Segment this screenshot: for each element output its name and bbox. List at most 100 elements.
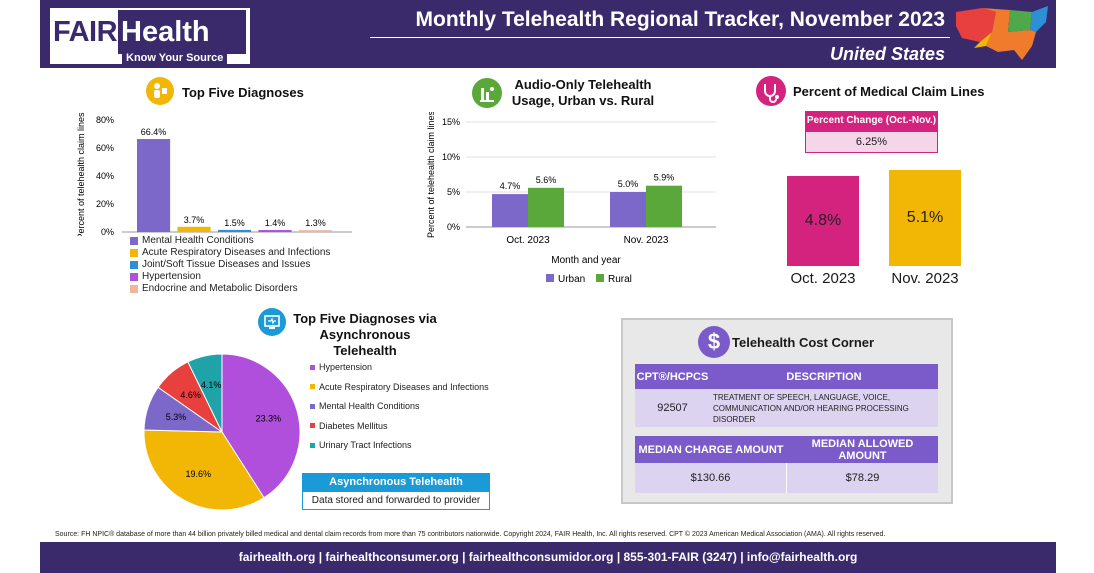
legend-label: Rural bbox=[608, 274, 632, 285]
legend-item: Acute Respiratory Diseases and Infection… bbox=[130, 247, 330, 258]
audio-only-title: Audio-Only Telehealth Usage, Urban vs. R… bbox=[511, 77, 655, 108]
bar bbox=[177, 226, 211, 232]
percent-medical-title: Percent of Medical Claim Lines bbox=[793, 84, 985, 99]
cpt-description: TREATMENT OF SPEECH, LANGUAGE, VOICE, CO… bbox=[710, 389, 938, 427]
data-label: 1.3% bbox=[305, 218, 326, 228]
y-tick-label: 80% bbox=[96, 115, 114, 125]
legend-item: Urinary Tract Infections bbox=[310, 440, 412, 450]
legend-swatch bbox=[310, 364, 315, 370]
legend-swatch bbox=[310, 423, 315, 428]
audio-only-icon bbox=[472, 78, 502, 108]
dollar-icon: $ bbox=[698, 326, 730, 358]
us-map-icon bbox=[956, 6, 1048, 60]
cpt-header: CPT®/HCPCS bbox=[635, 364, 710, 389]
bar: 5.1% bbox=[889, 170, 961, 266]
legend-swatch bbox=[130, 248, 138, 257]
async-telehealth-icon bbox=[258, 308, 286, 336]
page-title: Monthly Telehealth Regional Tracker, Nov… bbox=[415, 8, 945, 31]
bar: 4.8% bbox=[787, 175, 859, 266]
percent-change-value: 6.25% bbox=[805, 131, 938, 153]
async-box-text: Data stored and forwarded to provider bbox=[302, 491, 490, 510]
pie-slice bbox=[143, 429, 265, 511]
percent-change-header: Percent Change (Oct.-Nov.) bbox=[805, 111, 938, 131]
legend-label: Mental Health Conditions bbox=[142, 235, 254, 246]
diagnoses-icon bbox=[146, 77, 174, 105]
logo-fair-text: FAIR bbox=[53, 16, 118, 48]
y-tick-label: 0% bbox=[101, 227, 114, 236]
legend-swatch bbox=[310, 384, 315, 389]
data-label: 5.3% bbox=[166, 412, 187, 422]
data-label: 1.5% bbox=[224, 218, 245, 228]
cpt-code: 92507 bbox=[635, 389, 710, 427]
bar bbox=[528, 187, 564, 227]
y-axis-label: Percent of telehealth claim lines bbox=[76, 112, 86, 236]
source-note: Source: FH NPIC® database of more than 4… bbox=[55, 531, 886, 538]
async-diagnoses-title: Top Five Diagnoses via Asynchronous Tele… bbox=[293, 311, 437, 358]
x-tick-label: Oct. 2023 bbox=[790, 270, 856, 287]
bar bbox=[492, 194, 528, 227]
legend-label: Joint/Soft Tissue Diseases and Issues bbox=[142, 259, 311, 270]
legend-label: Acute Respiratory Diseases and Infection… bbox=[319, 381, 489, 392]
data-label: 66.4% bbox=[141, 127, 167, 137]
y-tick-label: 10% bbox=[442, 152, 460, 162]
description-header: DESCRIPTION bbox=[710, 364, 938, 389]
async-diagnoses-pie: 23.3% 19.6% 5.3% 4.6%4.1% bbox=[143, 353, 301, 511]
legend-item: Mental Health Conditions bbox=[130, 235, 254, 246]
legend-label: Mental Health Conditions bbox=[319, 401, 420, 411]
legend-item: Endocrine and Metabolic Disorders bbox=[130, 283, 298, 294]
legend-item: Joint/Soft Tissue Diseases and Issues bbox=[130, 259, 310, 270]
bar bbox=[217, 229, 252, 232]
bar bbox=[258, 230, 292, 232]
median-allowed-value: $78.29 bbox=[787, 463, 938, 493]
bar bbox=[610, 192, 646, 227]
y-tick-label: 20% bbox=[96, 199, 114, 209]
legend-label: Diabetes Mellitus bbox=[319, 420, 388, 431]
y-axis-label: Percent of telehealth claim lines bbox=[426, 112, 436, 238]
data-label: 4.1% bbox=[201, 380, 222, 390]
x-axis-label: Month and year bbox=[551, 255, 621, 266]
audio-only-chart: Percent of telehealth claim lines 0% 5% 10%… bbox=[426, 112, 716, 285]
cost-corner-title: Telehealth Cost Corner bbox=[732, 335, 875, 350]
y-tick-label: 0% bbox=[447, 222, 460, 232]
legend-swatch bbox=[130, 284, 138, 293]
x-tick-label: Oct. 2023 bbox=[506, 235, 550, 246]
data-label: 23.3% bbox=[256, 413, 282, 423]
legend-label: Hypertension bbox=[319, 362, 373, 372]
dollar-glyph: $ bbox=[707, 329, 721, 354]
legend-swatch bbox=[596, 274, 604, 282]
y-tick-label: 5% bbox=[447, 187, 460, 197]
async-box-title: Asynchronous Telehealth bbox=[302, 473, 490, 491]
bar bbox=[137, 139, 171, 232]
data-label: 5.9% bbox=[654, 173, 675, 183]
data-label: 4.6% bbox=[180, 390, 201, 400]
legend-item: Hypertension bbox=[130, 271, 201, 282]
x-tick-label: Nov. 2023 bbox=[891, 270, 959, 287]
stethoscope-icon bbox=[756, 76, 786, 106]
median-allowed-header: MEDIAN ALLOWED AMOUNT bbox=[787, 436, 938, 463]
legend-swatch bbox=[546, 274, 554, 282]
fair-health-logo[interactable]: FAIR Health Know Your Source bbox=[50, 8, 250, 64]
logo-health-block: Health bbox=[118, 10, 246, 54]
median-charge-header: MEDIAN CHARGE AMOUNT bbox=[635, 436, 787, 463]
legend-label: Urban bbox=[558, 274, 585, 285]
y-tick-label: 15% bbox=[442, 117, 460, 127]
header-divider bbox=[370, 37, 950, 38]
legend-swatch bbox=[310, 442, 315, 448]
y-tick-label: 40% bbox=[96, 171, 114, 181]
legend-label: Acute Respiratory Diseases and Infection… bbox=[142, 247, 331, 258]
pie-slice bbox=[187, 353, 223, 433]
legend-swatch bbox=[130, 236, 138, 245]
logo-tagline: Know Your Source bbox=[122, 52, 228, 64]
legend-label: Hypertension bbox=[142, 271, 201, 282]
footer-links[interactable]: fairhealth.org | fairhealthconsumer.org … bbox=[40, 542, 1056, 573]
legend-label: Endocrine and Metabolic Disorders bbox=[142, 283, 298, 294]
region-label: United States bbox=[829, 44, 945, 64]
median-charge-value: $130.66 bbox=[635, 463, 787, 493]
legend-item: Hypertension bbox=[310, 362, 372, 372]
bar bbox=[298, 230, 333, 232]
legend-item: Diabetes Mellitus bbox=[310, 421, 388, 431]
top-diagnoses-chart: Percent of telehealth claim lines 0% 20% 40… bbox=[76, 112, 352, 236]
bar bbox=[646, 185, 682, 227]
data-label: 5.0% bbox=[618, 179, 639, 189]
legend-item: Acute Respiratory Diseases and Infection… bbox=[310, 382, 489, 392]
